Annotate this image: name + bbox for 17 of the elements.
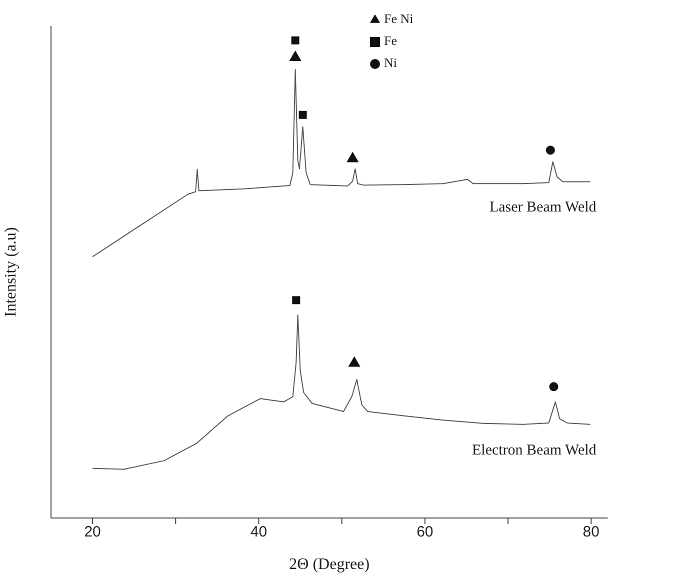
point	[291, 36, 300, 44]
point	[298, 110, 307, 119]
series-label: Electron Beam Weld	[472, 442, 597, 458]
x-tick-label: 80	[582, 524, 600, 541]
x-tick-label: 60	[416, 524, 434, 541]
point	[292, 296, 300, 304]
point	[546, 146, 555, 155]
point	[549, 382, 558, 392]
x-tick-label: 20	[84, 524, 101, 541]
series-label: Laser Beam Weld	[489, 200, 597, 216]
x-tick-label: 40	[250, 524, 268, 541]
y-axis-title: Intensity (a.u)	[2, 227, 20, 317]
legend-label: Fe Ni	[384, 11, 414, 26]
legend-label: Fe	[384, 33, 397, 48]
legend-label: Ni	[384, 55, 397, 70]
x-axis-title: 2Θ (Degree)	[289, 556, 370, 573]
point	[289, 50, 302, 62]
